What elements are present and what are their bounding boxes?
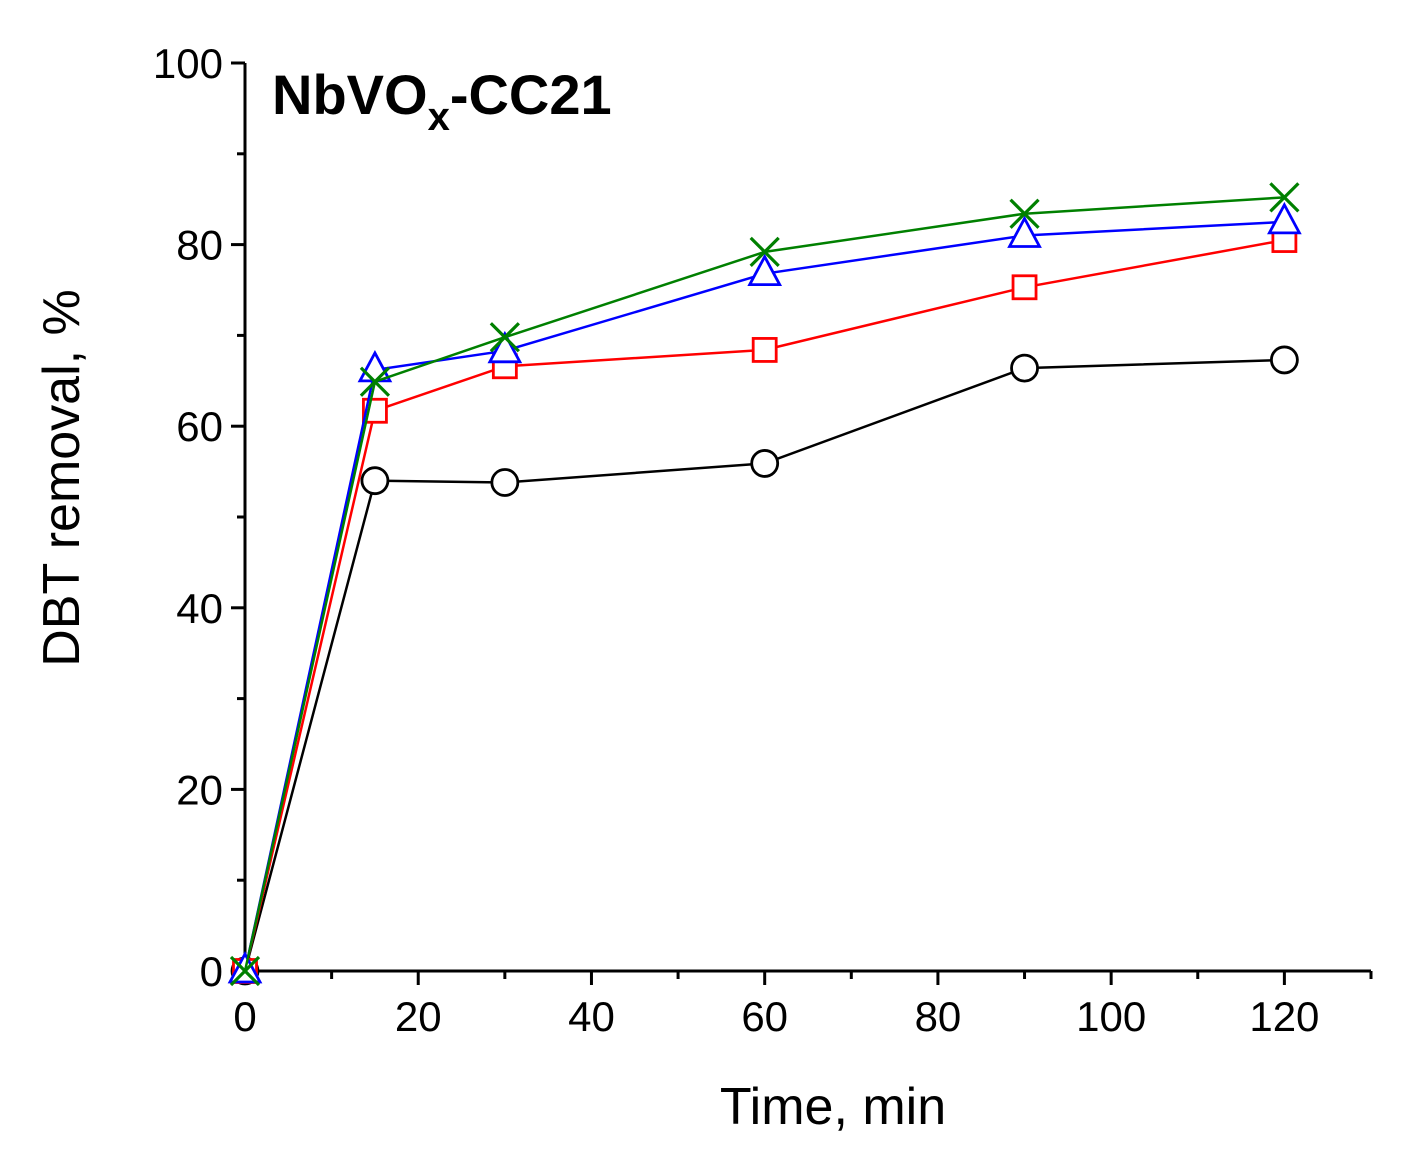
data-point-circle	[360, 466, 390, 496]
series-triangle-line	[243, 220, 1285, 972]
data-point-triangle	[487, 330, 523, 364]
data-point-triangle	[1007, 215, 1042, 248]
labels-layer: NbVOx-CC21 Time, min DBT removal, %	[33, 63, 946, 1136]
chart-title-main: NbVO	[272, 63, 428, 126]
x-axis-title: Time, min	[720, 1078, 946, 1136]
data-point-square	[1011, 274, 1038, 301]
data-point-circle	[490, 468, 520, 497]
data-point-cross	[749, 236, 780, 267]
x-tick-label: 0	[233, 993, 256, 1040]
series-cross	[229, 182, 1300, 987]
y-axis-title: DBT removal, %	[33, 289, 91, 667]
series-square	[232, 227, 1298, 984]
data-point-circle	[1010, 353, 1039, 383]
data-point-square	[751, 337, 778, 363]
data-point-triangle	[357, 349, 393, 383]
chart-title-suffix: -CC21	[450, 63, 612, 126]
y-tick-label: 80	[176, 222, 223, 269]
x-tick-label: 100	[1076, 993, 1146, 1040]
x-tick-label: 120	[1249, 993, 1319, 1040]
axes-layer: 0 20 40 60 80 100 120 0 20 40 60 80 100	[153, 40, 1373, 1040]
y-tick-label: 20	[176, 766, 223, 813]
chart-title-subscript: x	[428, 95, 450, 139]
series-triangle	[227, 201, 1302, 984]
y-tick-label: 0	[200, 948, 223, 995]
x-tick-label: 40	[568, 993, 615, 1040]
data-point-cross	[359, 366, 391, 397]
y-tick-label: 100	[153, 40, 223, 87]
data-point-triangle	[747, 253, 783, 287]
data-point-circle	[1269, 345, 1299, 375]
series-square-line	[243, 238, 1285, 972]
x-tick-label: 80	[915, 993, 962, 1040]
data-point-cross	[229, 955, 261, 987]
x-tick-label: 60	[741, 993, 788, 1040]
series-circle-line	[243, 358, 1285, 972]
y-tick-label: 60	[176, 403, 223, 450]
data-point-circle	[750, 449, 780, 478]
series-cross-line	[243, 196, 1285, 972]
y-tick-label: 40	[176, 585, 223, 632]
series-circle	[230, 345, 1299, 986]
series-layer	[227, 182, 1302, 987]
data-point-cross	[1269, 182, 1300, 213]
chart-title: NbVOx-CC21	[272, 63, 612, 139]
data-point-triangle	[1267, 201, 1302, 235]
x-tick-label: 20	[395, 993, 442, 1040]
data-point-cross	[1009, 198, 1040, 229]
data-point-cross	[489, 322, 520, 353]
